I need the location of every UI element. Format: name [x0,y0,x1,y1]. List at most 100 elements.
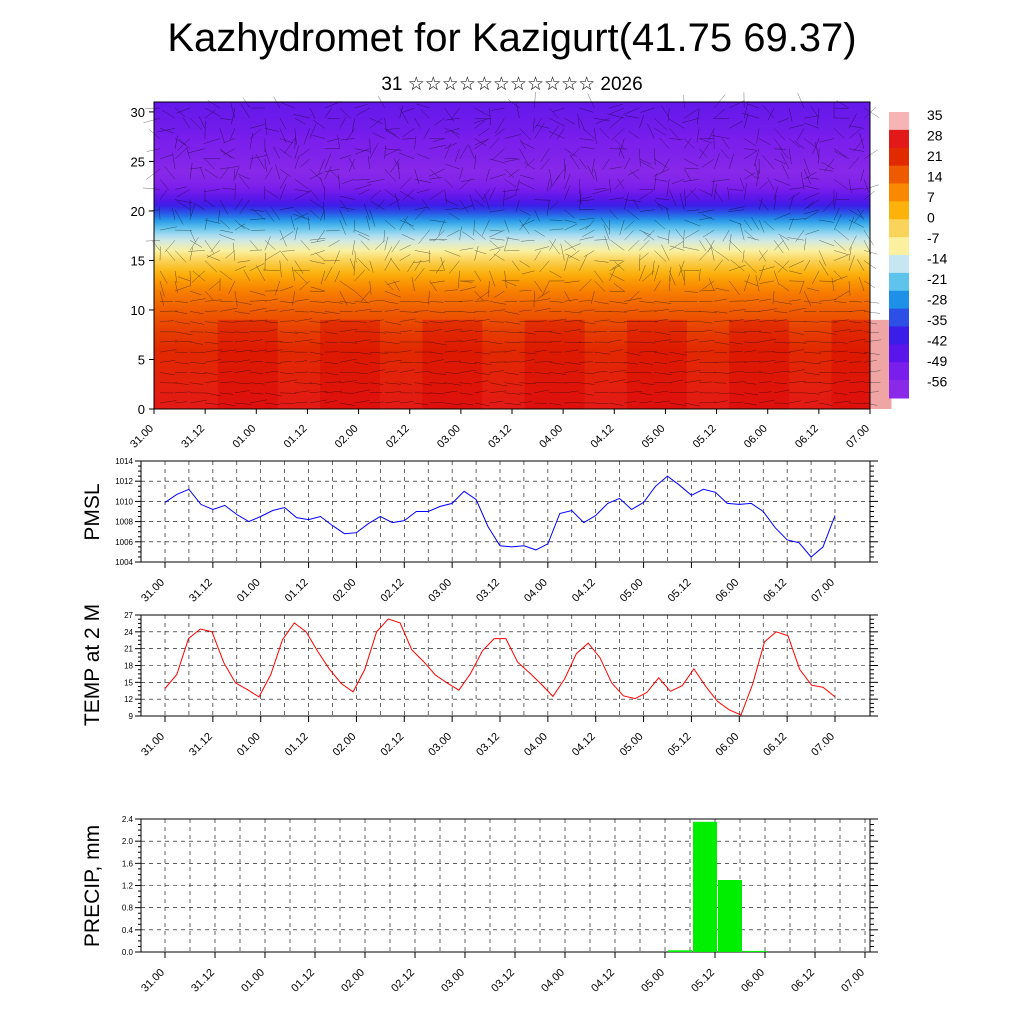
wind-barb [639,148,641,167]
wind-barb [711,179,715,197]
wind-barb [781,164,790,180]
wind-barb [320,270,326,285]
wind-barb [720,149,730,160]
wind-barb [564,223,578,231]
wind-barb [744,299,760,302]
wind-barb [454,148,460,163]
wind-barb [339,402,356,406]
heatmap-y-tick-label: 25 [131,154,145,169]
precip-x-tick-label: 06.00 [739,967,767,995]
heatmap-warm-streak [320,319,381,409]
wind-barb [609,339,622,343]
wind-barb [399,369,415,373]
wind-barb [234,301,252,305]
wind-barb [714,351,728,354]
wind-barb [310,286,325,292]
precip-bar [743,950,767,952]
wind-barb [489,390,507,394]
wind-barb [324,168,340,173]
wind-barb [229,128,236,140]
wind-barb [489,187,496,200]
wind-barb [714,392,730,394]
wind-barb [833,372,848,374]
wind-barb [449,260,460,274]
wind-barb [174,401,188,404]
wind-barb [369,331,386,334]
wind-barb [624,157,631,170]
wind-barb [175,107,191,114]
colorbar-swatch [889,362,909,381]
wind-barb [519,392,532,395]
heatmap-x-tick-label: 06.12 [793,423,821,451]
wind-barb [444,142,457,149]
wind-barb [774,319,787,322]
wind-barb [609,311,627,313]
wind-barb [324,400,338,404]
wind-barb [564,341,582,344]
wind-barb [444,179,454,188]
wind-barb [189,290,202,296]
wind-barb [489,330,505,333]
wind-barb [189,162,193,180]
wind-barb [174,147,187,160]
wind-barb [293,113,310,119]
wind-barb [594,380,609,383]
wind-barb [429,144,447,149]
wind-barb [364,203,370,220]
wind-barb [639,301,655,304]
wind-barb [414,267,425,282]
wind-barb [146,148,161,152]
wind-barb [833,341,848,344]
wind-barb [369,369,385,373]
wind-barb [759,399,775,404]
wind-barb [204,240,215,254]
wind-barb [729,401,744,404]
wind-barb [683,178,700,182]
wind-barb [515,102,520,119]
wind-barb [594,370,608,373]
wind-barb [339,341,358,344]
wind-barb [519,309,532,312]
wind-barb [360,240,370,251]
wind-barb [249,209,264,212]
wind-barb [189,351,206,353]
wind-barb [444,189,448,204]
wind-barb [489,370,504,373]
wind-barb [671,178,685,185]
wind-barb [474,341,490,343]
wind-barb [759,360,776,363]
wind-barb [684,338,699,343]
wind-barb [176,189,191,198]
wind-barb [354,321,367,323]
wind-barb [833,254,850,261]
wind-barb [189,239,203,248]
wind-barb [489,137,500,149]
wind-barb [803,237,807,251]
wind-barb [324,381,342,383]
wind-barb [714,400,728,404]
wind-barb [654,390,669,394]
wind-barb [699,311,718,313]
wind-barb [294,178,309,190]
wind-barb [264,402,280,405]
wind-barb [579,382,595,385]
wind-barb [549,372,566,375]
wind-barb [803,211,819,221]
wind-barb [640,107,655,113]
wind-barb [339,328,358,333]
wind-barb [739,222,745,241]
wind-barb [339,116,347,129]
wind-barb [324,107,333,119]
wind-barb [372,132,385,139]
wind-barb [444,360,461,363]
wind-barb [294,390,310,394]
wind-barb [384,341,400,345]
wind-barb [474,290,484,301]
wind-barb [797,92,805,109]
wind-barb [743,101,749,119]
wind-barb [309,382,323,386]
wind-barb [234,340,249,343]
wind-barb [384,370,398,373]
pmsl-x-tick-label: 05.00 [618,577,646,605]
wind-barb [444,402,462,406]
